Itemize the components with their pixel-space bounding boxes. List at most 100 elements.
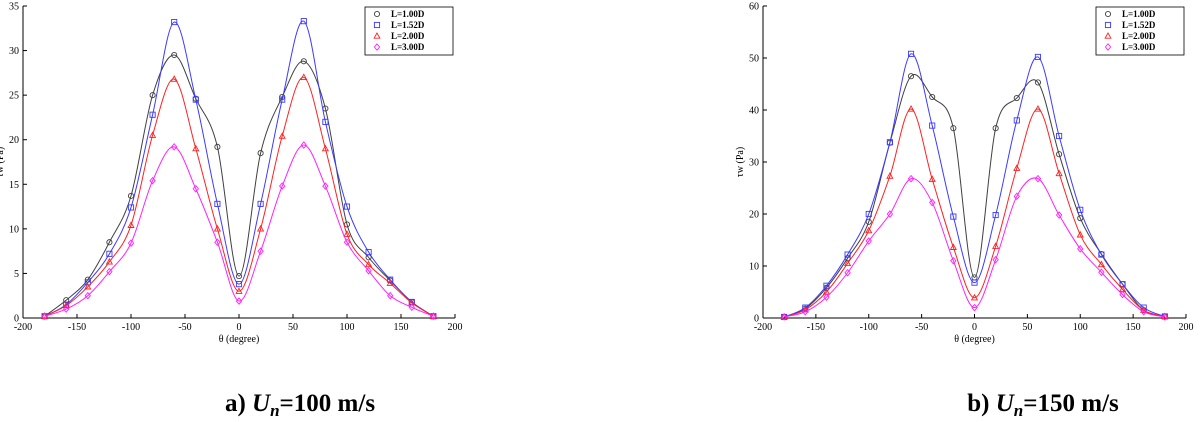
data-point [84, 279, 91, 286]
data-point [1055, 211, 1063, 219]
data-point [235, 281, 243, 288]
x-tick-label: 50 [288, 322, 298, 333]
x-tick-label: 200 [448, 322, 463, 333]
series-line [44, 76, 434, 317]
data-point [214, 238, 221, 247]
x-tick-label: -100 [122, 322, 140, 333]
legend-marker [1104, 10, 1112, 18]
x-tick-label: -200 [754, 322, 772, 333]
x-axis-title: θ (degree) [219, 334, 260, 345]
data-point [322, 118, 329, 125]
data-point [149, 111, 156, 118]
data-point [41, 312, 48, 321]
data-point [1098, 268, 1105, 277]
series-line [44, 54, 434, 317]
x-tick-label: 200 [1179, 322, 1194, 333]
legend-label: L=2.00D [391, 31, 425, 41]
series-line [784, 177, 1165, 318]
y-tick-label: 0 [754, 314, 759, 325]
data-point [364, 260, 373, 268]
data-point [386, 279, 394, 286]
data-point [1056, 132, 1063, 140]
data-point [387, 291, 394, 300]
y-tick-label: 10 [9, 224, 19, 235]
data-point [278, 132, 286, 139]
data-point [1077, 245, 1084, 253]
legend-marker [1104, 43, 1112, 51]
data-point [127, 221, 135, 228]
y-tick-label: 35 [9, 2, 19, 13]
series-L=1.00D [41, 51, 437, 320]
x-tick-label: -100 [860, 322, 878, 333]
series-L=3.00D [780, 174, 1169, 321]
data-point [1076, 230, 1084, 238]
data-point [343, 238, 351, 247]
data-point [1013, 192, 1020, 201]
x-tick-label: 0 [972, 322, 977, 333]
data-point [929, 198, 936, 207]
data-point [907, 105, 915, 112]
x-tick-label: -200 [14, 322, 32, 333]
legend-marker [1104, 21, 1112, 29]
caption-b: b) Un=150 m/s [967, 390, 1119, 420]
y-tick-label: 20 [749, 210, 759, 221]
x-tick-label: 150 [394, 322, 409, 333]
x-tick-label: -50 [915, 322, 928, 333]
data-point [300, 58, 307, 65]
x-tick-label: 150 [1126, 322, 1141, 333]
series-L=3.00D [41, 141, 437, 321]
x-tick-label: 100 [1073, 322, 1088, 333]
data-point [992, 255, 999, 264]
data-point [257, 247, 264, 255]
data-point [408, 303, 415, 312]
data-point [1056, 151, 1063, 158]
data-point [365, 266, 372, 275]
data-point [106, 250, 113, 257]
data-point [865, 226, 873, 234]
series-line [783, 53, 1166, 318]
series-line [44, 20, 434, 317]
y-tick-label: 30 [749, 158, 759, 169]
data-point [105, 257, 114, 265]
legend-marker [373, 43, 381, 51]
data-point [1034, 53, 1041, 61]
x-tick-label: -150 [807, 322, 825, 333]
data-point [823, 293, 830, 302]
data-point [907, 174, 915, 183]
data-point [1013, 117, 1020, 124]
data-point [279, 182, 286, 190]
legend-marker [1104, 32, 1112, 39]
data-point [844, 251, 851, 258]
data-point [149, 92, 156, 99]
data-point [192, 184, 199, 193]
legend-label: L=2.00D [1122, 31, 1156, 41]
data-point [949, 243, 957, 250]
data-point [1097, 260, 1106, 268]
legend-label: L=1.00D [391, 9, 425, 19]
data-point [929, 122, 936, 129]
data-point [950, 256, 957, 265]
data-point [127, 239, 135, 247]
data-point [235, 273, 243, 280]
y-tick-label: 60 [749, 2, 759, 13]
legend-marker [373, 21, 381, 29]
data-point [1013, 164, 1021, 171]
series-L=1.52D [781, 50, 1168, 321]
data-point [865, 218, 872, 225]
data-point [343, 230, 351, 237]
data-point [950, 213, 957, 220]
legend-label: L=1.00D [1122, 9, 1156, 19]
data-point [1034, 105, 1042, 112]
data-point [171, 51, 178, 59]
data-point [992, 242, 1000, 249]
x-tick-label: 50 [1022, 322, 1032, 333]
data-point [886, 172, 894, 179]
data-point [235, 287, 243, 294]
x-tick-label: -50 [178, 322, 191, 333]
data-point [1055, 169, 1063, 177]
data-point [865, 237, 872, 245]
data-point [1077, 206, 1084, 213]
y-tick-label: 25 [9, 91, 19, 102]
y-tick-label: 15 [9, 180, 19, 191]
